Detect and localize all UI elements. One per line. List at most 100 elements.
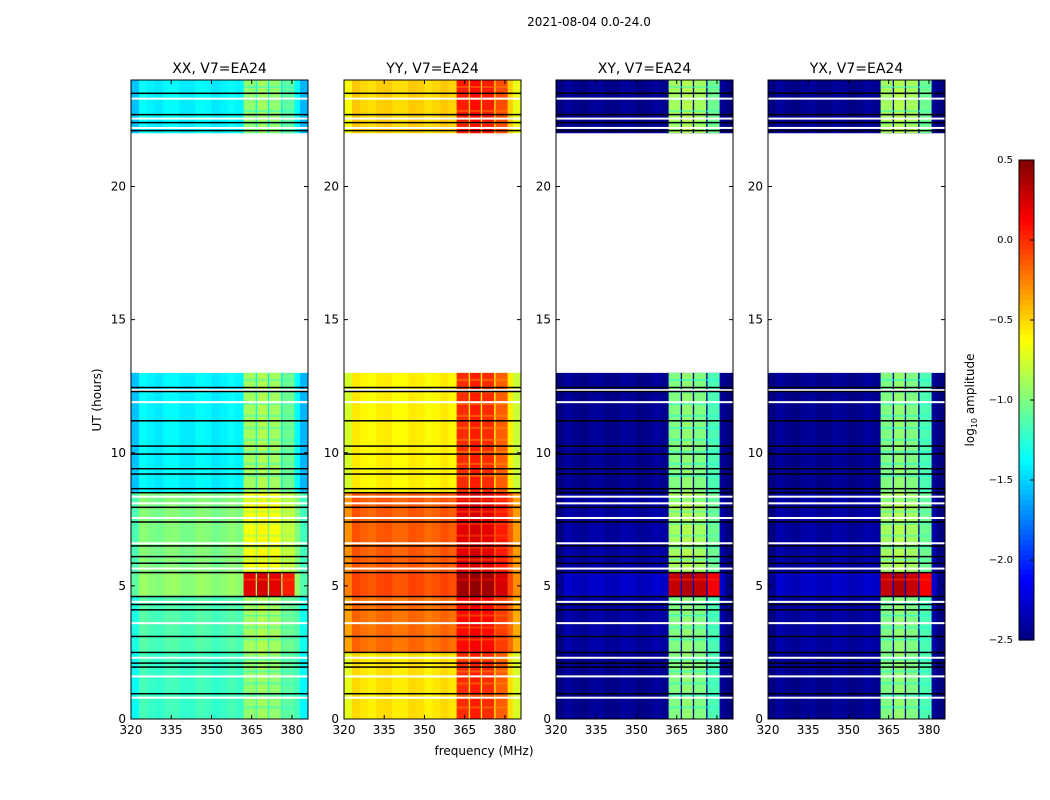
heatmap-cell: [179, 372, 188, 493]
flagged-row-black: [344, 692, 521, 695]
flagged-row-black: [768, 562, 945, 564]
flagged-row-black: [131, 521, 308, 523]
heatmap-cell: [344, 572, 353, 597]
heatmap-cell: [620, 492, 629, 573]
heatmap-cell: [556, 372, 565, 493]
heatmap-cell: [636, 492, 645, 573]
heatmap-texture: [456, 510, 508, 513]
heatmap-cell: [564, 372, 573, 493]
heatmap-cell: [792, 80, 801, 134]
heatmap-texture: [880, 110, 932, 112]
heatmap-cell: [203, 596, 212, 653]
heatmap-cell: [163, 572, 172, 597]
heatmap-texture: [456, 638, 508, 641]
heatmap-cell: [211, 596, 220, 653]
flagged-row-white: [344, 542, 521, 545]
flagged-row-white: [768, 126, 945, 129]
heatmap-cell-rfi: [707, 652, 720, 719]
colorbar-segment: [1019, 635, 1034, 641]
heatmap-cell: [784, 652, 793, 719]
heatmap-cell: [816, 572, 825, 597]
flagged-row-black: [556, 467, 733, 470]
heatmap-cell: [856, 572, 866, 597]
flagged-row-black: [344, 562, 521, 564]
heatmap-cell: [179, 596, 188, 653]
heatmap-cell: [219, 372, 229, 493]
heatmap-cell: [612, 492, 621, 573]
heatmap-cell: [564, 596, 573, 653]
flagged-row-white: [768, 516, 945, 519]
flagged-row-black: [768, 521, 945, 523]
heatmap-cell: [171, 572, 180, 597]
heatmap-cell: [792, 652, 801, 719]
heatmap-cell: [888, 596, 898, 653]
heatmap-texture: [668, 498, 720, 501]
flagged-row-white: [344, 502, 521, 505]
heatmap-cell: [816, 80, 825, 134]
heatmap-cell: [832, 80, 841, 134]
heatmap-cell: [227, 372, 237, 493]
flagged-row-white: [768, 401, 945, 404]
heatmap-cell: [424, 80, 433, 134]
heatmap-cell: [580, 596, 589, 653]
panel-1: YY, V7=EA24 320 335 350 365 380 0 5 10 15 20: [324, 61, 522, 737]
heatmap-cell-rfi: [257, 492, 268, 573]
heatmap-cell: [155, 652, 164, 719]
heatmap-cell: [572, 492, 581, 573]
flagged-row-black: [768, 506, 945, 509]
heatmap-cell: [400, 372, 409, 493]
flagged-row-black: [344, 545, 521, 547]
heatmap-texture: [668, 510, 720, 513]
colorbar-segment: [1019, 580, 1034, 586]
flagged-row-black: [344, 113, 521, 116]
heatmap-cell: [840, 492, 849, 573]
heatmap-cell-rfi: [269, 652, 282, 719]
flagged-row-black: [556, 420, 733, 422]
panel-title: XY, V7=EA24: [598, 61, 692, 77]
heatmap-cell: [888, 80, 898, 134]
heatmap-cell: [504, 492, 514, 573]
heatmap-texture: [456, 498, 508, 501]
heatmap-cell: [848, 572, 857, 597]
flagged-row-white: [768, 696, 945, 699]
colorbar-segment: [1019, 510, 1034, 516]
heatmap-cell: [464, 492, 474, 573]
heatmap-cell: [716, 572, 726, 597]
heatmap-cell: [784, 492, 793, 573]
flagged-row-black: [768, 595, 945, 598]
heatmap-cell: [147, 652, 156, 719]
flagged-row-black: [131, 420, 308, 422]
flagged-row-black: [556, 571, 733, 574]
flagged-row-black: [131, 635, 308, 638]
colorbar-segment: [1019, 430, 1034, 436]
flagged-row-black: [344, 129, 521, 132]
heatmap-texture: [243, 626, 295, 629]
heatmap-cell: [556, 572, 565, 597]
flagged-row-black: [556, 390, 733, 393]
heatmap-cell: [628, 596, 637, 653]
colorbar-segment: [1019, 495, 1034, 501]
heatmap-cell: [928, 572, 938, 597]
heatmap-cell: [936, 372, 946, 493]
heatmap-cell: [400, 80, 409, 134]
panel-title: YY, V7=EA24: [385, 61, 479, 77]
heatmap-cell-rfi: [257, 596, 268, 653]
heatmap-cell: [211, 492, 220, 573]
heatmap-cell: [424, 372, 433, 493]
heatmap-cell: [832, 572, 841, 597]
x-axis-label: frequency (MHz): [434, 744, 533, 758]
y-tick-label: 15: [324, 313, 339, 327]
x-tick-label: 365: [877, 723, 900, 737]
heatmap-cell: [448, 652, 458, 719]
heatmap-texture: [880, 438, 932, 441]
heatmap-texture: [668, 414, 720, 417]
flagged-row-white: [131, 516, 308, 519]
x-tick-label: 365: [665, 723, 688, 737]
heatmap-cell: [219, 80, 229, 134]
y-tick-label: 0: [331, 712, 339, 726]
heatmap-cell: [676, 572, 686, 597]
heatmap-cell: [512, 372, 522, 493]
heatmap-cell: [792, 596, 801, 653]
heatmap-cell: [936, 652, 946, 719]
